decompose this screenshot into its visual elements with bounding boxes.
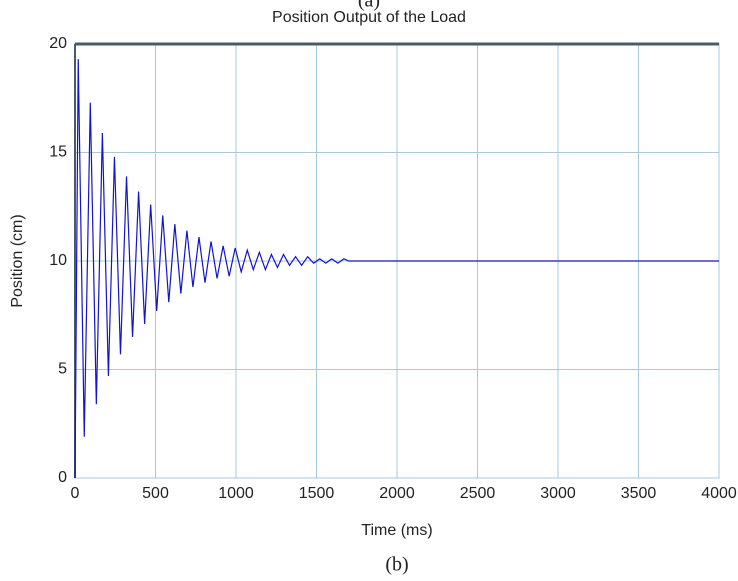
chart-title: Position Output of the Load [272,9,466,26]
y-tick-label: 5 [58,361,67,378]
x-tick-label: 2500 [460,485,496,502]
y-tick-label: 15 [49,144,67,161]
y-tick-label: 0 [58,469,67,486]
x-axis-label: Time (ms) [361,522,432,539]
y-tick-label: 10 [49,252,67,269]
x-tick-label: 3500 [621,485,657,502]
x-tick-label: 4000 [701,485,737,502]
x-tick-label: 0 [71,485,80,502]
x-tick-label: 1000 [218,485,254,502]
data-line [74,59,719,479]
y-axis-label: Position (cm) [9,214,26,307]
y-tick-label: 20 [49,35,67,52]
x-tick-label: 2000 [379,485,415,502]
x-tick-label: 3000 [540,485,576,502]
caption-above: (a) [358,0,380,12]
x-tick-label: 500 [142,485,169,502]
x-tick-label: 1500 [299,485,335,502]
caption: (b) [385,554,408,576]
